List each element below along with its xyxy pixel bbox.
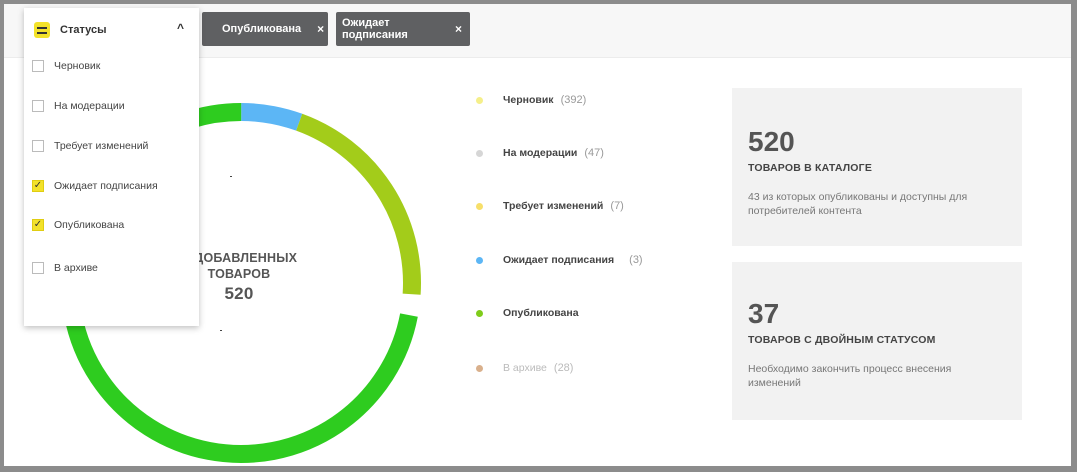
donut-center-label: О ДОБАВЛЕННЫХ ТОВАРОВ 520 xyxy=(124,250,354,302)
filter-sliders-icon xyxy=(34,22,50,38)
status-option-published[interactable]: ✓ Опубликована xyxy=(32,217,124,233)
legend-label: Ожидает подписания xyxy=(503,254,615,266)
status-option-needs-changes[interactable]: Требует изменений xyxy=(32,138,148,154)
legend-dot xyxy=(476,149,483,157)
status-option-moderation[interactable]: На модерации xyxy=(32,98,125,114)
dot-mark xyxy=(230,176,232,177)
stat-card-catalog: 520 ТОВАРОВ В КАТАЛОГЕ 43 из которых опу… xyxy=(732,88,1022,246)
chevron-up-icon[interactable]: ^ xyxy=(176,21,184,35)
dot-mark xyxy=(220,330,222,331)
legend-count: (47) xyxy=(584,147,604,159)
stat-description: Необходимо закончить процесс внесения из… xyxy=(748,363,952,389)
dropdown-header[interactable]: Статусы ^ xyxy=(34,21,184,38)
legend-item-draft[interactable]: Черновик (392) xyxy=(476,94,586,106)
option-label: В архиве xyxy=(54,262,98,274)
donut-label-line2: ТОВАРОВ xyxy=(207,267,271,281)
legend-item-needs-changes[interactable]: Требует изменений (7) xyxy=(476,200,624,212)
legend-item-archive[interactable]: В архиве (28) xyxy=(476,362,573,374)
legend-count: (392) xyxy=(560,94,587,106)
stat-value: 520 xyxy=(748,126,795,157)
stat-title: ТОВАРОВ В КАТАЛОГЕ xyxy=(748,162,873,174)
legend-count: (7) xyxy=(610,200,624,212)
close-icon[interactable]: × xyxy=(454,22,462,36)
status-option-archive[interactable]: В архиве xyxy=(32,260,98,276)
legend-label: В архиве xyxy=(503,362,547,374)
status-filter-dropdown: Статусы ^ Черновик На модерации Требует … xyxy=(24,8,199,326)
stat-card-double-status: 37 ТОВАРОВ С ДВОЙНЫМ СТАТУСОМ Необходимо… xyxy=(732,262,1022,420)
donut-label-line1: О ДОБАВЛЕННЫХ xyxy=(180,251,298,265)
option-label: На модерации xyxy=(54,100,125,112)
checkbox-checked[interactable]: ✓ xyxy=(32,180,44,192)
legend-item-moderation[interactable]: На модерации (47) xyxy=(476,147,604,159)
legend-dot xyxy=(476,256,483,264)
chip-label: Опубликована xyxy=(222,23,302,35)
option-label: Требует изменений xyxy=(54,140,149,152)
status-option-awaiting-signature[interactable]: ✓ Ожидает подписания xyxy=(32,178,158,194)
legend-label: На модерации xyxy=(503,147,578,159)
checkbox[interactable] xyxy=(32,60,44,72)
legend-item-published[interactable]: Опубликована xyxy=(476,307,586,319)
legend-label: Требует изменений xyxy=(503,200,604,212)
chip-published[interactable]: Опубликована × xyxy=(202,12,328,46)
legend-dot xyxy=(476,309,483,317)
checkbox[interactable] xyxy=(32,100,44,112)
legend-dot xyxy=(476,202,483,210)
donut-segment-blue[interactable] xyxy=(56,98,426,468)
legend-count: (3) xyxy=(629,254,643,266)
dropdown-title: Статусы xyxy=(60,24,107,36)
checkbox-checked[interactable]: ✓ xyxy=(32,219,44,231)
legend-label: Опубликована xyxy=(503,307,579,319)
option-label: Опубликована xyxy=(54,219,125,231)
option-label: Черновик xyxy=(54,60,101,72)
chip-label: Ожидает подписания xyxy=(342,17,408,41)
legend-dot xyxy=(476,96,483,104)
stat-title: ТОВАРОВ С ДВОЙНЫМ СТАТУСОМ xyxy=(748,334,936,346)
legend-label: Черновик xyxy=(503,94,554,106)
chip-awaiting-signature[interactable]: Ожидает подписания × xyxy=(336,12,470,46)
donut-total: 520 xyxy=(224,284,254,303)
legend-count: (28) xyxy=(553,362,574,374)
checkbox[interactable] xyxy=(32,262,44,274)
stat-value: 37 xyxy=(748,298,780,329)
option-label: Ожидает подписания xyxy=(54,180,158,192)
legend-item-awaiting-signature[interactable]: Ожидает подписания (3) xyxy=(476,254,643,266)
checkbox[interactable] xyxy=(32,140,44,152)
legend-dot xyxy=(476,364,483,372)
close-icon[interactable]: × xyxy=(317,22,325,36)
stat-description: 43 из которых опубликованы и доступны дл… xyxy=(748,191,968,217)
status-option-draft[interactable]: Черновик xyxy=(32,58,100,74)
